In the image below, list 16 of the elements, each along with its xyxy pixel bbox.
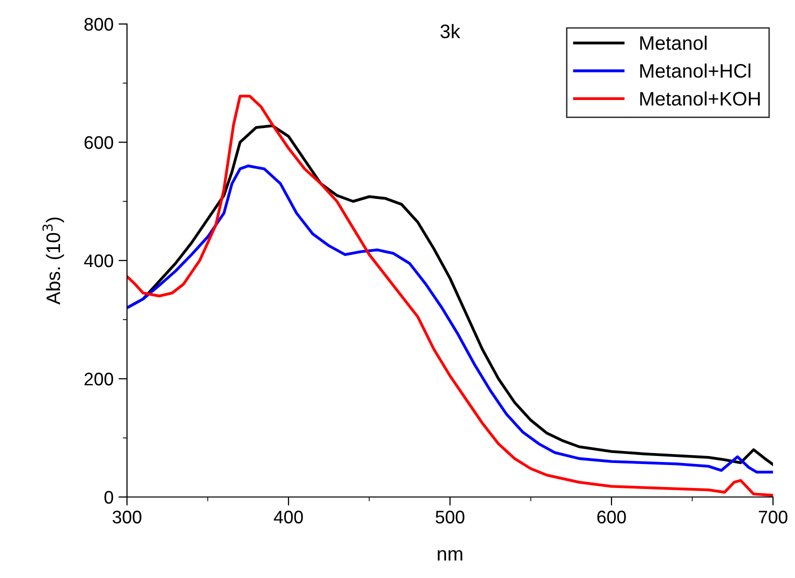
y-tick-label: 800 (84, 18, 114, 31)
legend-label: Metanol (640, 36, 707, 50)
x-axis-title: nm (438, 550, 462, 561)
x-tick-label: 700 (758, 510, 788, 524)
y-axis-title: Abs. (10$^{3}$) (42, 218, 64, 305)
x-tick-label: 400 (274, 510, 303, 524)
x-tick-label: 600 (597, 510, 626, 524)
y-tick-label: 600 (84, 136, 114, 149)
x-tick-label: 500 (436, 510, 464, 524)
y-tick-label: 400 (84, 254, 114, 268)
legend-label: Metanol+KOH (640, 91, 760, 106)
chart-title: 3k (440, 24, 460, 38)
y-tick-label: 200 (84, 372, 114, 386)
y-tick-label: 0 (104, 490, 114, 504)
legend-label: Metanol+HCl (640, 64, 750, 78)
x-tick-label: 300 (112, 510, 142, 524)
